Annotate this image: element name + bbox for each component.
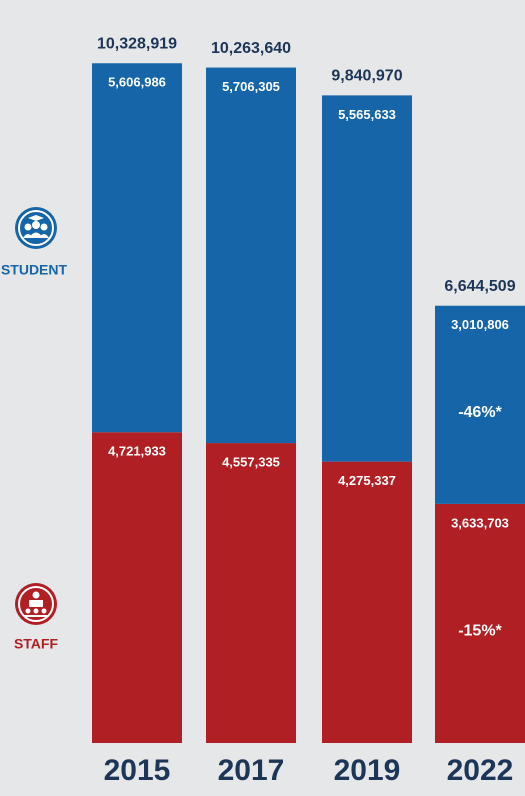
value-label: 5,706,305 bbox=[222, 79, 280, 94]
bar-segment bbox=[92, 432, 182, 743]
total-label: 10,328,919 bbox=[97, 35, 177, 52]
bar-segment bbox=[322, 461, 412, 743]
bar-segment bbox=[435, 305, 525, 504]
student-icon bbox=[15, 207, 57, 249]
legend-label: STAFF bbox=[14, 636, 59, 652]
legend-label: STUDENT bbox=[1, 262, 68, 278]
annotation: -15%* bbox=[458, 623, 502, 640]
value-label: 4,275,337 bbox=[338, 473, 396, 488]
x-tick-label: 2015 bbox=[104, 754, 171, 787]
total-label: 9,840,970 bbox=[331, 68, 402, 85]
total-label: 6,644,509 bbox=[444, 278, 515, 295]
x-tick-label: 2017 bbox=[218, 754, 285, 787]
annotation: -46%* bbox=[458, 404, 502, 421]
bar-segment bbox=[322, 95, 412, 462]
value-label: 5,565,633 bbox=[338, 107, 396, 122]
value-label: 5,606,986 bbox=[108, 75, 166, 90]
bar-segment bbox=[206, 67, 296, 444]
value-label: 4,721,933 bbox=[108, 444, 166, 459]
bar-segment bbox=[435, 503, 525, 743]
x-tick-label: 2022 bbox=[447, 754, 514, 787]
value-label: 4,557,335 bbox=[222, 455, 280, 470]
total-label: 10,263,640 bbox=[211, 40, 291, 57]
bar-segment bbox=[206, 443, 296, 743]
staff-icon bbox=[15, 583, 57, 625]
bar-segment bbox=[92, 63, 182, 433]
value-label: 3,633,703 bbox=[451, 515, 509, 530]
x-tick-label: 2019 bbox=[334, 754, 401, 787]
value-label: 3,010,806 bbox=[451, 317, 509, 332]
